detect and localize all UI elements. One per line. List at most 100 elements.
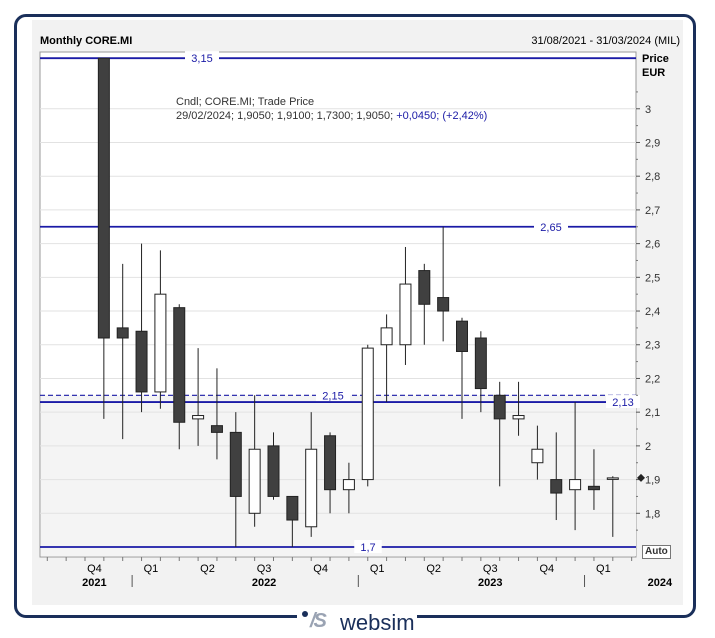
auto-scale-button[interactable]: Auto [642, 545, 671, 559]
candle[interactable] [248, 395, 261, 527]
y-tick-label: 2,8 [645, 171, 660, 183]
candle-body[interactable] [229, 431, 242, 497]
candle[interactable] [456, 317, 468, 419]
candle-body[interactable] [587, 485, 600, 491]
candle-body[interactable] [173, 307, 186, 423]
y-tick-label: 2,3 [645, 340, 660, 352]
candle[interactable] [229, 412, 242, 547]
y-tick-label: 2,5 [645, 272, 660, 284]
year-label: 2024 [648, 577, 673, 589]
candle[interactable] [531, 425, 544, 480]
candle-body[interactable] [474, 337, 487, 390]
chart-title: Monthly CORE.MI [40, 35, 133, 47]
candle-body[interactable] [361, 347, 374, 481]
candle-body[interactable] [380, 327, 393, 346]
candle-body[interactable] [606, 477, 619, 480]
candle[interactable] [192, 348, 205, 446]
candle[interactable] [97, 57, 110, 419]
candle[interactable] [116, 263, 129, 440]
candle[interactable] [286, 495, 299, 547]
y-tick-label: 2,6 [645, 239, 660, 251]
candle-body[interactable] [399, 283, 412, 346]
year-label: 2022 [252, 577, 276, 589]
candle[interactable] [173, 304, 186, 450]
quarter-label: Q3 [483, 563, 498, 575]
level-lines[interactable]: 3,15 2,65 2,15 2,13 1,7 [40, 51, 640, 554]
candle-body[interactable] [550, 479, 563, 494]
candle-body[interactable] [116, 327, 129, 339]
candle[interactable] [154, 250, 167, 409]
y-tick-label: 2,2 [645, 373, 660, 385]
quarter-label: Q4 [87, 563, 102, 575]
websim-logo: /S websim [297, 608, 417, 635]
y-tick-label: 2,7 [645, 205, 660, 217]
quarter-label: Q1 [370, 563, 385, 575]
y-axis: 1,8 1,9 2 2,1 2,2 2,3 2,4 2,5 2,6 2,7 2,8 2,9 3 [636, 91, 660, 531]
candle[interactable] [399, 246, 412, 365]
candle[interactable] [550, 432, 563, 521]
candle[interactable] [587, 449, 600, 510]
candle-body[interactable] [97, 57, 110, 339]
candle[interactable] [342, 462, 355, 514]
candle-body[interactable] [154, 293, 167, 393]
y-tick-label: 2,4 [645, 306, 660, 318]
y-tick-label: 3 [645, 104, 651, 116]
level-label: 3,15 [191, 53, 212, 65]
x-axis: Q4 Q1 Q2 Q3 Q4 Q1 Q2 Q3 Q4 Q1 2021 2022 2023 2024 [46, 557, 673, 589]
quarter-label: Q2 [426, 563, 441, 575]
candle-body[interactable] [324, 435, 337, 491]
candle[interactable] [324, 432, 337, 514]
candle-body[interactable] [135, 330, 148, 393]
candle-body[interactable] [569, 479, 582, 491]
candle[interactable] [135, 243, 148, 413]
candle-body[interactable] [210, 425, 223, 433]
last-price-marker [637, 473, 645, 482]
candle-body[interactable] [286, 495, 299, 521]
candle-body[interactable] [456, 320, 468, 352]
logo-mark: /S [310, 610, 327, 632]
candle-body[interactable] [512, 415, 525, 420]
candle-body[interactable] [192, 415, 205, 420]
candle[interactable] [474, 331, 487, 413]
candle-body[interactable] [437, 297, 450, 312]
level-label: 2,13 [612, 397, 633, 409]
candle[interactable] [418, 263, 431, 345]
y-tick-label: 2,9 [645, 137, 660, 149]
quarter-label: Q4 [539, 563, 554, 575]
candle[interactable] [210, 368, 223, 460]
quarter-label: Q4 [313, 563, 328, 575]
candle-body[interactable] [531, 448, 544, 464]
date-range: 31/08/2021 - 31/03/2024 (MIL) [531, 35, 680, 47]
candle[interactable] [606, 476, 619, 537]
candle-body[interactable] [248, 448, 261, 514]
quarter-label: Q1 [144, 563, 159, 575]
candle[interactable] [569, 402, 582, 531]
price-label: Price [642, 53, 669, 65]
year-label: 2021 [82, 577, 106, 589]
quarter-label: Q2 [200, 563, 215, 575]
y-tick-label: 1,8 [645, 508, 660, 520]
candle[interactable] [361, 344, 374, 487]
candle-body[interactable] [305, 448, 318, 528]
candle-body[interactable] [418, 270, 431, 305]
candle[interactable] [437, 226, 450, 342]
logo-dot-icon [302, 611, 308, 617]
level-label-bg [185, 51, 219, 65]
candle-body[interactable] [342, 479, 355, 491]
y-tick-label: 2,1 [645, 407, 660, 419]
candle[interactable] [493, 381, 506, 487]
info-line-1: Cndl; CORE.MI; Trade Price [176, 96, 315, 108]
candle[interactable] [305, 412, 318, 537]
candles[interactable] [97, 57, 619, 547]
level-label-bg [534, 219, 568, 233]
candle-body[interactable] [267, 445, 280, 497]
candle[interactable] [267, 432, 280, 500]
candle[interactable] [512, 381, 525, 436]
candle[interactable] [380, 314, 393, 403]
level-label-bg [316, 388, 350, 402]
candle-body[interactable] [493, 394, 506, 420]
y-tick-label: 1,9 [645, 475, 660, 487]
level-label-bg [354, 540, 382, 553]
info-change: +0,0450; (+2,42%) [396, 110, 488, 122]
